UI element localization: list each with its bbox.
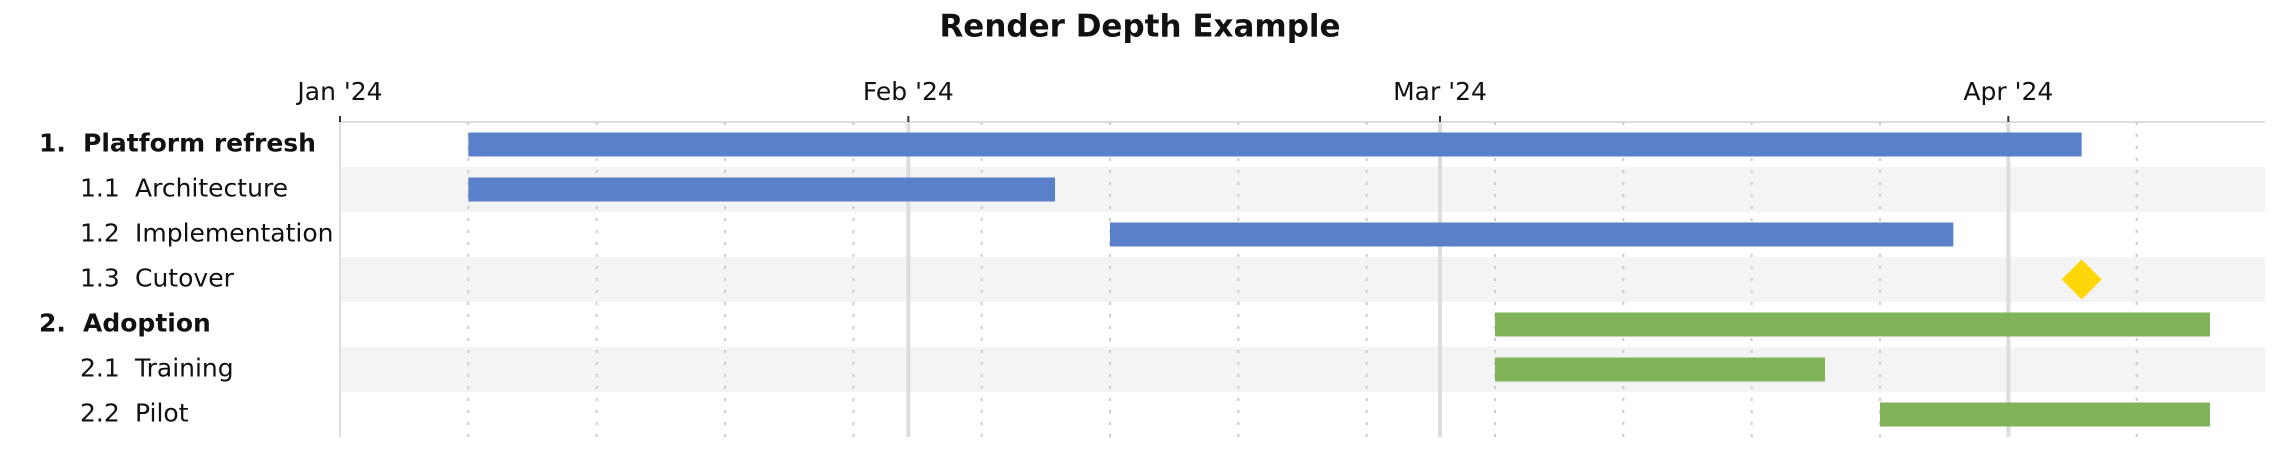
task-id: 2. — [39, 309, 66, 338]
task-id: 1.1 — [80, 174, 120, 203]
milestone — [2061, 259, 2102, 300]
task-id: 1.3 — [80, 264, 120, 293]
task-name: Adoption — [83, 309, 211, 338]
task-bar — [1110, 222, 1954, 247]
task-name: Training — [134, 354, 234, 383]
x-tick-label: Jan '24 — [295, 77, 382, 106]
task-id: 2.1 — [80, 354, 120, 383]
row-band — [340, 347, 2265, 392]
task-bar — [1495, 312, 2210, 337]
task-bar — [468, 177, 1055, 202]
task-name: Platform refresh — [83, 129, 316, 158]
task-bar — [1880, 402, 2210, 427]
chart-title: Render Depth Example — [939, 9, 1340, 45]
x-tick-label: Mar '24 — [1393, 77, 1487, 106]
task-name: Architecture — [135, 174, 288, 203]
task-name: Pilot — [135, 399, 189, 428]
task-id: 2.2 — [80, 399, 120, 428]
task-bar — [468, 132, 2082, 157]
task-id: 1. — [39, 129, 66, 158]
task-bar — [1495, 357, 1825, 382]
task-name: Implementation — [135, 219, 334, 248]
x-tick-label: Apr '24 — [1963, 77, 2053, 106]
row-band — [340, 257, 2265, 302]
task-name: Cutover — [135, 264, 235, 293]
x-tick-label: Feb '24 — [863, 77, 954, 106]
task-id: 1.2 — [80, 219, 120, 248]
